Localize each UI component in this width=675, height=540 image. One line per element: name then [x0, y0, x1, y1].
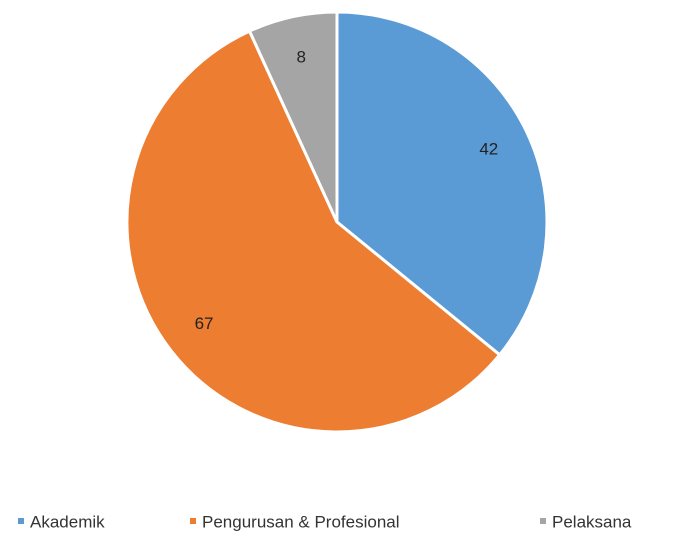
- legend-marker: [190, 518, 196, 524]
- legend-text: Akademik: [30, 512, 105, 531]
- data-label: 67: [195, 314, 214, 333]
- pie-slice: [247, 10, 339, 223]
- pie-slice: [335, 10, 549, 357]
- legend-text: Pengurusan & Profesional: [202, 512, 400, 531]
- legend-marker: [540, 518, 546, 524]
- data-label: 8: [296, 47, 305, 66]
- legend-marker: [18, 518, 24, 524]
- pie-slice: [125, 29, 502, 434]
- legend-text: Pelaksana: [552, 512, 632, 531]
- data-label: 42: [479, 139, 498, 158]
